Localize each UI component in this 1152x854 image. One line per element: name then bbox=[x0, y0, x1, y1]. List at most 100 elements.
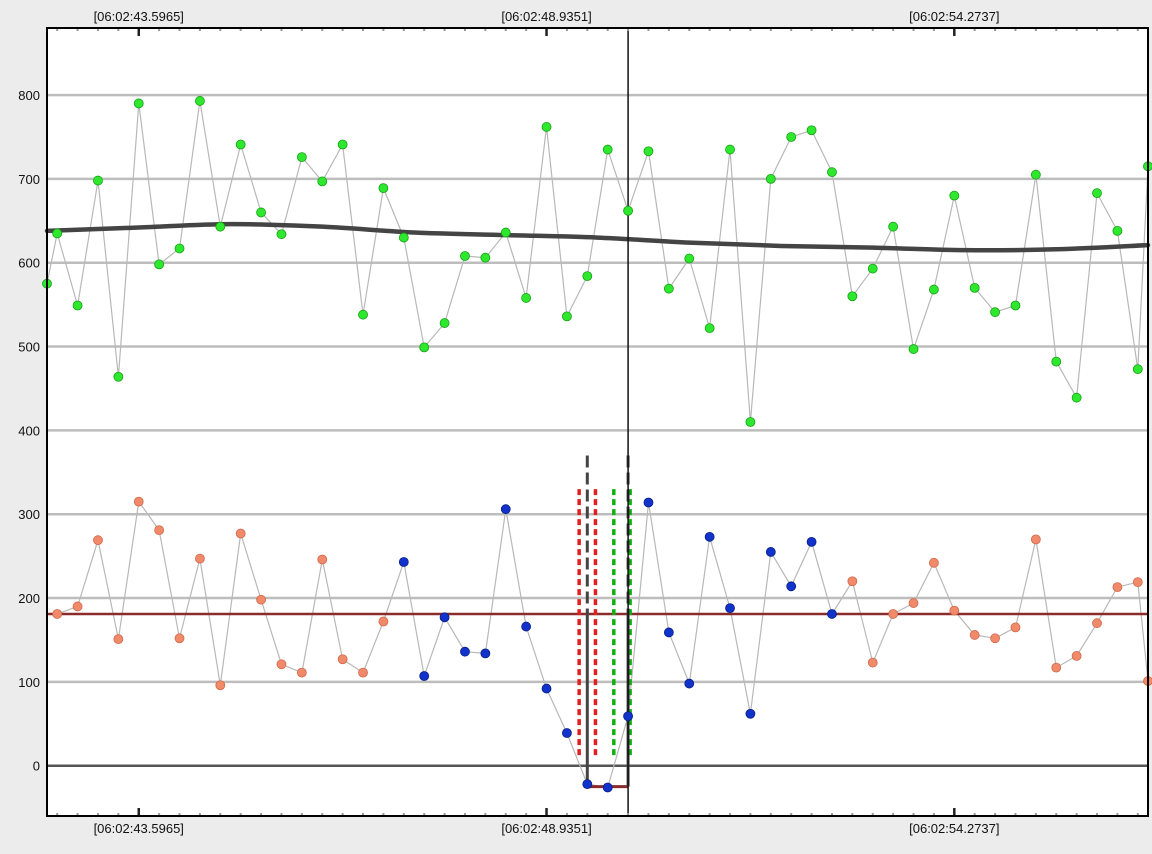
lower-data-point bbox=[155, 526, 164, 535]
lower-data-point bbox=[236, 529, 245, 538]
upper-data-point bbox=[257, 208, 266, 217]
lower-data-point bbox=[889, 609, 898, 618]
x-tick-label-top: [06:02:43.5965] bbox=[94, 9, 184, 24]
upper-data-point bbox=[460, 252, 469, 261]
upper-data-point bbox=[1031, 170, 1040, 179]
upper-data-point bbox=[705, 324, 714, 333]
plot-background bbox=[47, 28, 1148, 816]
x-tick-label-bottom: [06:02:43.5965] bbox=[94, 821, 184, 836]
lower-data-point bbox=[848, 577, 857, 586]
upper-data-point bbox=[542, 122, 551, 131]
lower-data-point bbox=[338, 655, 347, 664]
y-tick-label: 600 bbox=[18, 256, 40, 271]
lower-data-point bbox=[134, 497, 143, 506]
lower-data-point bbox=[257, 595, 266, 604]
upper-data-point bbox=[359, 310, 368, 319]
lower-data-point bbox=[318, 555, 327, 564]
upper-data-point bbox=[807, 126, 816, 135]
upper-data-point bbox=[522, 293, 531, 302]
y-tick-label: 700 bbox=[18, 172, 40, 187]
lower-data-point-highlighted bbox=[501, 505, 510, 514]
y-tick-label: 800 bbox=[18, 88, 40, 103]
upper-data-point bbox=[134, 99, 143, 108]
lower-data-point bbox=[175, 634, 184, 643]
y-tick-label: 200 bbox=[18, 591, 40, 606]
upper-data-point bbox=[481, 253, 490, 262]
upper-data-point bbox=[399, 233, 408, 242]
x-tick-label-top: [06:02:48.9351] bbox=[501, 9, 591, 24]
x-tick-label-bottom: [06:02:48.9351] bbox=[501, 821, 591, 836]
lower-data-point-highlighted bbox=[746, 709, 755, 718]
lower-data-point bbox=[195, 554, 204, 563]
lower-data-point-highlighted bbox=[644, 498, 653, 507]
lower-data-point bbox=[277, 660, 286, 669]
lower-data-point-highlighted bbox=[624, 712, 633, 721]
lower-data-point bbox=[297, 668, 306, 677]
y-tick-label: 400 bbox=[18, 423, 40, 438]
upper-data-point bbox=[950, 191, 959, 200]
lower-data-point-highlighted bbox=[522, 622, 531, 631]
lower-data-point bbox=[359, 668, 368, 677]
lower-data-point bbox=[868, 658, 877, 667]
y-tick-label: 300 bbox=[18, 507, 40, 522]
upper-data-point bbox=[440, 319, 449, 328]
upper-data-point bbox=[73, 301, 82, 310]
upper-data-point bbox=[766, 174, 775, 183]
upper-data-point bbox=[216, 222, 225, 231]
upper-data-point bbox=[868, 264, 877, 273]
upper-data-point bbox=[848, 292, 857, 301]
lower-data-point bbox=[950, 606, 959, 615]
upper-data-point bbox=[664, 284, 673, 293]
upper-data-point bbox=[155, 260, 164, 269]
upper-data-point bbox=[114, 372, 123, 381]
upper-data-point bbox=[93, 176, 102, 185]
lower-data-point-highlighted bbox=[726, 604, 735, 613]
lower-data-point-highlighted bbox=[542, 684, 551, 693]
lower-data-point-highlighted bbox=[603, 783, 612, 792]
x-tick-label-top: [06:02:54.2737] bbox=[909, 9, 999, 24]
lower-data-point-highlighted bbox=[705, 532, 714, 541]
upper-data-point bbox=[318, 177, 327, 186]
lower-data-point-highlighted bbox=[440, 613, 449, 622]
upper-data-point bbox=[889, 222, 898, 231]
upper-data-point bbox=[827, 168, 836, 177]
upper-data-point bbox=[379, 184, 388, 193]
lower-data-point bbox=[93, 536, 102, 545]
lower-data-point-highlighted bbox=[399, 557, 408, 566]
lower-data-point bbox=[53, 609, 62, 618]
lower-data-point-highlighted bbox=[420, 672, 429, 681]
upper-data-point bbox=[685, 254, 694, 263]
upper-data-point bbox=[644, 147, 653, 156]
upper-data-point bbox=[929, 285, 938, 294]
upper-data-point bbox=[624, 206, 633, 215]
lower-data-point bbox=[929, 558, 938, 567]
lower-data-point bbox=[73, 602, 82, 611]
upper-data-point bbox=[53, 229, 62, 238]
upper-data-point bbox=[1052, 357, 1061, 366]
lower-data-point-highlighted bbox=[562, 729, 571, 738]
lower-data-point-highlighted bbox=[787, 582, 796, 591]
upper-data-point bbox=[1072, 393, 1081, 402]
y-tick-label: 100 bbox=[18, 675, 40, 690]
lower-data-point bbox=[1093, 619, 1102, 628]
lower-data-point bbox=[1072, 651, 1081, 660]
lower-data-point-highlighted bbox=[460, 647, 469, 656]
lower-data-point bbox=[379, 617, 388, 626]
upper-data-point bbox=[1113, 226, 1122, 235]
upper-data-point bbox=[501, 228, 510, 237]
lower-data-point bbox=[1113, 583, 1122, 592]
lower-data-point-highlighted bbox=[481, 649, 490, 658]
y-tick-label: 500 bbox=[18, 340, 40, 355]
upper-data-point bbox=[746, 418, 755, 427]
upper-data-point bbox=[970, 283, 979, 292]
upper-data-point bbox=[195, 96, 204, 105]
upper-data-point bbox=[420, 343, 429, 352]
y-tick-label: 0 bbox=[33, 759, 40, 774]
lower-data-point bbox=[1133, 578, 1142, 587]
lower-data-point bbox=[970, 630, 979, 639]
upper-data-point bbox=[297, 153, 306, 162]
lower-data-point bbox=[1011, 623, 1020, 632]
upper-data-point bbox=[1133, 365, 1142, 374]
